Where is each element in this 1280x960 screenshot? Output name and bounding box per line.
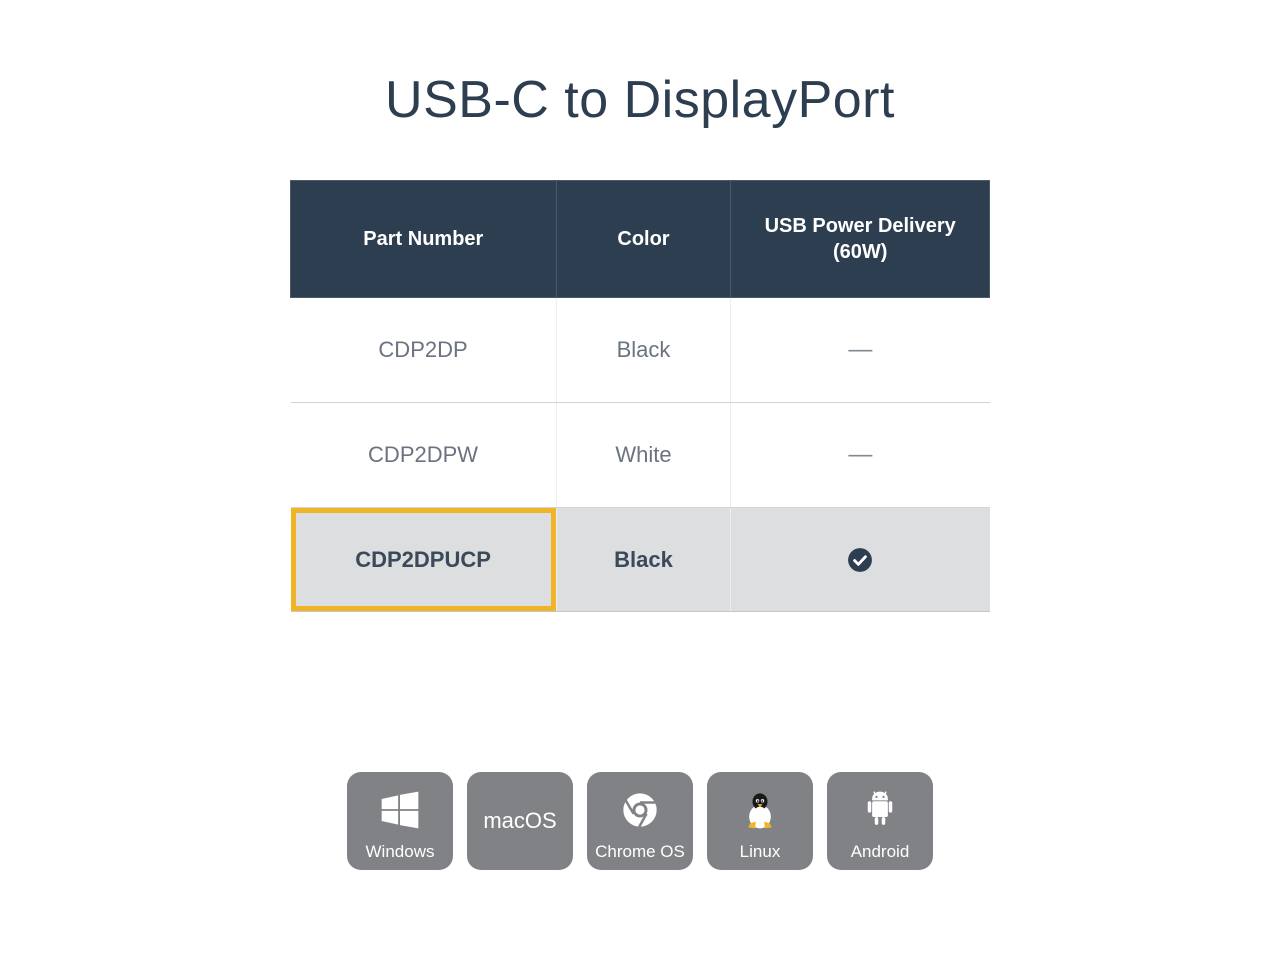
comparison-table: Part Number Color USB Power Delivery (60…: [290, 180, 990, 612]
col-header-part: Part Number: [291, 181, 557, 298]
cell-pd: —: [731, 403, 990, 508]
android-icon: [831, 782, 929, 837]
cell-color: Black: [556, 508, 731, 612]
col-header-color: Color: [556, 181, 731, 298]
table-row: CDP2DPWWhite —: [291, 403, 990, 508]
check-icon: [847, 547, 873, 573]
table-row: CDP2DPUCPBlack: [291, 508, 990, 612]
os-badge-linux: Linux: [707, 772, 813, 870]
page-title: USB-C to DisplayPort: [385, 70, 895, 130]
os-badge-row: Windows macOS Chrome OS Linux Android: [347, 772, 933, 870]
cell-pd: —: [731, 298, 990, 403]
windows-icon: [351, 782, 449, 837]
cell-color: White: [556, 403, 731, 508]
col-header-pd: USB Power Delivery (60W): [731, 181, 990, 298]
dash-icon: —: [848, 336, 872, 363]
cell-part: CDP2DP: [291, 298, 557, 403]
cell-color: Black: [556, 298, 731, 403]
cell-part: CDP2DPUCP: [291, 508, 557, 612]
os-badge-android: Android: [827, 772, 933, 870]
os-label: Android: [851, 843, 910, 860]
os-badge-windows: Windows: [347, 772, 453, 870]
linux-icon: [711, 782, 809, 837]
os-label: macOS: [483, 810, 556, 832]
dash-icon: —: [848, 441, 872, 468]
os-label: Linux: [740, 843, 781, 860]
cell-pd: [731, 508, 990, 612]
cell-part: CDP2DPW: [291, 403, 557, 508]
os-label: Windows: [366, 843, 435, 860]
chromeos-icon: [591, 782, 689, 837]
os-badge-macos: macOS: [467, 772, 573, 870]
os-label: Chrome OS: [595, 843, 685, 860]
table-row: CDP2DPBlack —: [291, 298, 990, 403]
os-badge-chromeos: Chrome OS: [587, 772, 693, 870]
